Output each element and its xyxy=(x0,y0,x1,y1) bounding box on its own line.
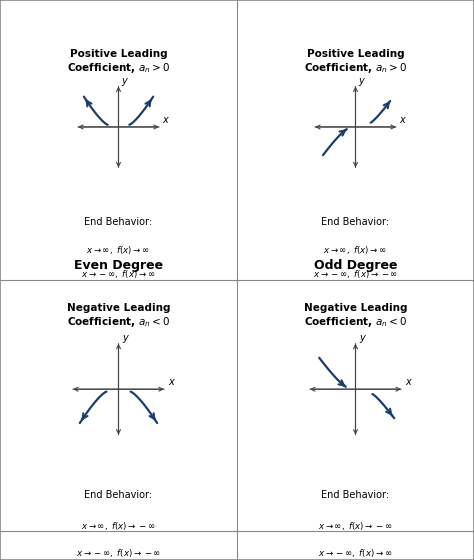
Text: y: y xyxy=(359,333,365,343)
Text: $x \rightarrow -\infty,\ f(x) \rightarrow \infty$: $x \rightarrow -\infty,\ f(x) \rightarro… xyxy=(81,268,156,280)
Text: $x \rightarrow \infty,\ f(x) \rightarrow \infty$: $x \rightarrow \infty,\ f(x) \rightarrow… xyxy=(323,244,388,256)
Text: x: x xyxy=(405,377,410,387)
Text: $x \rightarrow -\infty,\ f(x) \rightarrow -\infty$: $x \rightarrow -\infty,\ f(x) \rightarro… xyxy=(313,268,398,280)
Text: Positive Leading
Coefficient, $a_n > 0$: Positive Leading Coefficient, $a_n > 0$ xyxy=(304,49,407,74)
Text: y: y xyxy=(358,77,365,86)
Text: $x \rightarrow -\infty,\ f(x) \rightarrow -\infty$: $x \rightarrow -\infty,\ f(x) \rightarro… xyxy=(76,547,161,558)
Text: x: x xyxy=(400,115,405,125)
Text: Odd Degree: Odd Degree xyxy=(314,259,397,272)
Text: $x \rightarrow -\infty,\ f(x) \rightarrow \infty$: $x \rightarrow -\infty,\ f(x) \rightarro… xyxy=(318,547,393,558)
Text: End Behavior:: End Behavior: xyxy=(84,217,153,227)
Text: End Behavior:: End Behavior: xyxy=(321,217,390,227)
Text: x: x xyxy=(163,115,168,125)
Text: y: y xyxy=(121,77,128,86)
Text: Even Degree: Even Degree xyxy=(74,259,163,272)
Text: x: x xyxy=(168,377,173,387)
Text: Positive Leading
Coefficient, $a_n > 0$: Positive Leading Coefficient, $a_n > 0$ xyxy=(67,49,170,74)
Text: $x \rightarrow \infty,\ f(x) \rightarrow -\infty$: $x \rightarrow \infty,\ f(x) \rightarrow… xyxy=(81,520,156,531)
Text: Negative Leading
Coefficient, $a_n < 0$: Negative Leading Coefficient, $a_n < 0$ xyxy=(304,304,407,329)
Text: y: y xyxy=(122,333,128,343)
Text: End Behavior:: End Behavior: xyxy=(84,490,153,500)
Text: $x \rightarrow \infty,\ f(x) \rightarrow -\infty$: $x \rightarrow \infty,\ f(x) \rightarrow… xyxy=(318,520,393,531)
Text: End Behavior:: End Behavior: xyxy=(321,490,390,500)
Text: $x \rightarrow \infty,\ f(x) \rightarrow \infty$: $x \rightarrow \infty,\ f(x) \rightarrow… xyxy=(86,244,151,256)
Text: Negative Leading
Coefficient, $a_n < 0$: Negative Leading Coefficient, $a_n < 0$ xyxy=(67,304,170,329)
